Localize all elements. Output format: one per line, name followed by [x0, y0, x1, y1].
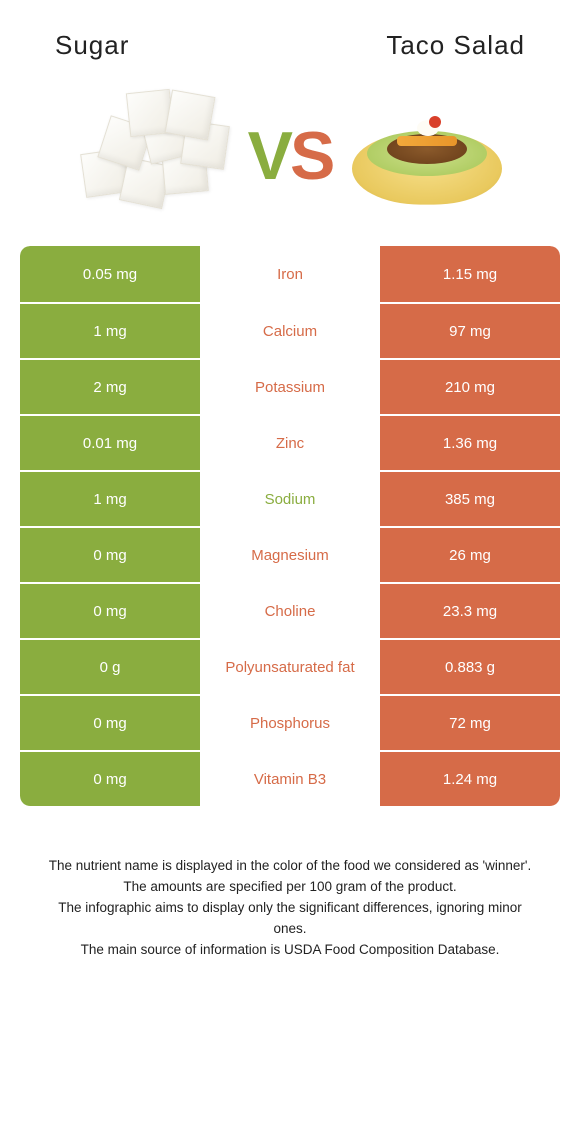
nutrient-label: Calcium	[200, 304, 380, 358]
right-value: 26 mg	[380, 528, 560, 582]
comparison-table: 0.05 mgIron1.15 mg1 mgCalcium97 mg2 mgPo…	[20, 246, 560, 806]
nutrient-label: Magnesium	[200, 528, 380, 582]
nutrient-label: Vitamin B3	[200, 752, 380, 806]
right-value: 1.15 mg	[380, 246, 560, 302]
right-food-title: Taco Salad	[386, 30, 525, 61]
left-food-title: Sugar	[55, 30, 129, 61]
footer-notes: The nutrient name is displayed in the co…	[0, 806, 580, 961]
footer-line: The main source of information is USDA F…	[40, 940, 540, 961]
nutrient-label: Zinc	[200, 416, 380, 470]
vs-label: VS	[248, 117, 333, 195]
right-value: 1.24 mg	[380, 752, 560, 806]
right-value: 97 mg	[380, 304, 560, 358]
sugar-image	[68, 86, 238, 226]
right-value: 210 mg	[380, 360, 560, 414]
left-value: 0.05 mg	[20, 246, 200, 302]
left-value: 1 mg	[20, 304, 200, 358]
right-value: 23.3 mg	[380, 584, 560, 638]
footer-line: The amounts are specified per 100 gram o…	[40, 877, 540, 898]
table-row: 0 gPolyunsaturated fat0.883 g	[20, 638, 560, 694]
footer-line: The infographic aims to display only the…	[40, 898, 540, 940]
hero-row: VS	[0, 71, 580, 246]
nutrient-label: Polyunsaturated fat	[200, 640, 380, 694]
left-value: 0 g	[20, 640, 200, 694]
taco-salad-image	[342, 86, 512, 226]
nutrient-label: Choline	[200, 584, 380, 638]
table-row: 0 mgVitamin B31.24 mg	[20, 750, 560, 806]
left-value: 0 mg	[20, 528, 200, 582]
nutrient-label: Iron	[200, 246, 380, 302]
nutrient-label: Potassium	[200, 360, 380, 414]
footer-line: The nutrient name is displayed in the co…	[40, 856, 540, 877]
nutrient-label: Phosphorus	[200, 696, 380, 750]
left-value: 1 mg	[20, 472, 200, 526]
vs-s: S	[290, 118, 332, 194]
right-value: 385 mg	[380, 472, 560, 526]
table-row: 1 mgSodium385 mg	[20, 470, 560, 526]
table-row: 0 mgCholine23.3 mg	[20, 582, 560, 638]
left-value: 0 mg	[20, 584, 200, 638]
table-row: 0 mgPhosphorus72 mg	[20, 694, 560, 750]
table-row: 0.01 mgZinc1.36 mg	[20, 414, 560, 470]
table-row: 2 mgPotassium210 mg	[20, 358, 560, 414]
right-value: 1.36 mg	[380, 416, 560, 470]
table-row: 0 mgMagnesium26 mg	[20, 526, 560, 582]
table-row: 0.05 mgIron1.15 mg	[20, 246, 560, 302]
nutrient-label: Sodium	[200, 472, 380, 526]
right-value: 72 mg	[380, 696, 560, 750]
table-row: 1 mgCalcium97 mg	[20, 302, 560, 358]
left-value: 2 mg	[20, 360, 200, 414]
right-value: 0.883 g	[380, 640, 560, 694]
header: Sugar Taco Salad	[0, 0, 580, 71]
left-value: 0 mg	[20, 696, 200, 750]
left-value: 0.01 mg	[20, 416, 200, 470]
vs-v: V	[248, 118, 290, 194]
left-value: 0 mg	[20, 752, 200, 806]
